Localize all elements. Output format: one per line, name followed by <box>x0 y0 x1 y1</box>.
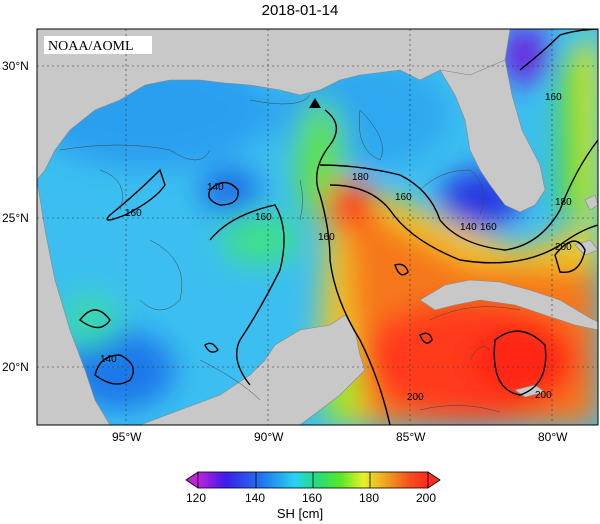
lat-label-25: 25°N <box>2 211 29 225</box>
contour-label-140: 140 <box>460 222 477 233</box>
contour-label-180: 180 <box>352 172 369 183</box>
contour-label-200: 200 <box>555 242 572 253</box>
contour-label-140: 140 <box>207 182 224 193</box>
colorbar-high-arrow <box>427 471 441 489</box>
contour-label-160: 160 <box>395 192 412 203</box>
contour-label-160: 160 <box>545 92 562 103</box>
major-contours <box>79 29 598 425</box>
lat-label-30: 30°N <box>2 59 29 73</box>
colorbar-tick-120: 120 <box>186 491 206 505</box>
map-title: 2018-01-14 <box>261 2 339 19</box>
triangle-buoy-icon <box>309 98 321 108</box>
colorbar: 120 140 160 180 200 <box>185 471 441 505</box>
contour-label-180: 180 <box>555 197 572 208</box>
colorbar-tick-200: 200 <box>416 491 436 505</box>
credit-label: NOAA/AOML <box>48 39 134 54</box>
sea-height-field: 140 160 160 180 160 140 160 140 200 200 … <box>37 29 598 425</box>
contour-label-160: 160 <box>255 212 272 223</box>
colorbar-title: SH [cm] <box>276 506 324 521</box>
contour-label-140: 140 <box>100 354 117 365</box>
land-mask <box>37 29 598 425</box>
contour-label-160: 160 <box>480 222 497 233</box>
colorbar-tick-180: 180 <box>359 491 379 505</box>
contour-label-160: 160 <box>125 208 142 219</box>
lon-label-80: 80°W <box>538 430 568 444</box>
credit-box <box>44 36 152 54</box>
colorbar-tick-160: 160 <box>302 491 322 505</box>
colorbar-tick-140: 140 <box>245 491 265 505</box>
lat-label-20: 20°N <box>2 360 29 374</box>
contour-label-200: 200 <box>407 392 424 403</box>
lon-label-95: 95°W <box>112 430 142 444</box>
contour-labels: 140 160 160 180 160 140 160 140 200 200 … <box>100 92 572 403</box>
map-frame <box>36 28 599 426</box>
colorbar-low-arrow <box>185 471 199 489</box>
minor-contours <box>59 94 521 413</box>
lon-label-90: 90°W <box>254 430 284 444</box>
contour-label-200: 200 <box>535 390 552 401</box>
axis-ticks: 30°N 25°N 20°N 95°W 90°W 85°W 80°W <box>2 59 568 444</box>
lon-label-85: 85°W <box>396 430 426 444</box>
contour-label-160: 160 <box>318 232 335 243</box>
